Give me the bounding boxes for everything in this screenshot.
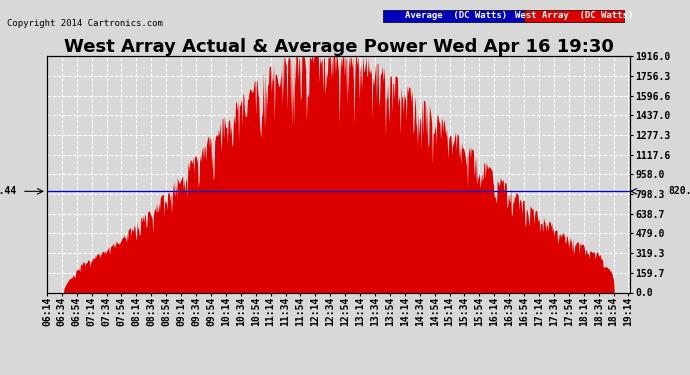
Text: 820.44: 820.44 <box>0 186 17 196</box>
Text: Average  (DC Watts): Average (DC Watts) <box>404 11 507 20</box>
Text: Copyright 2014 Cartronics.com: Copyright 2014 Cartronics.com <box>7 19 163 28</box>
Text: 820.44: 820.44 <box>669 186 690 196</box>
Text: West Array  (DC Watts): West Array (DC Watts) <box>515 11 633 20</box>
Title: West Array Actual & Average Power Wed Apr 16 19:30: West Array Actual & Average Power Wed Ap… <box>63 38 613 56</box>
